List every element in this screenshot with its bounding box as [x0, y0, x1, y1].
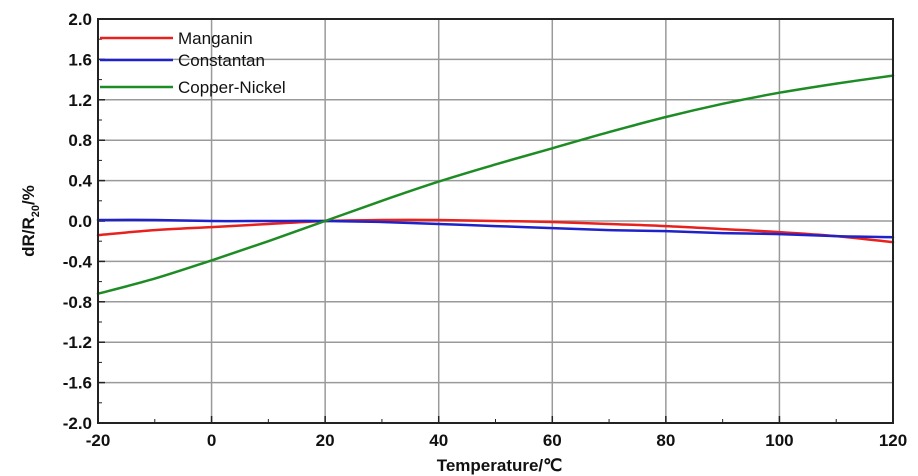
y-tick-labels: -2.0 -1.6 -1.2 -0.8 -0.4 0.0 0.4 0.8 1.2 1.6 2.0: [63, 10, 93, 433]
x-tick-labels: -20 0 20 40 60 80 100 120: [86, 431, 907, 450]
y-tick-label: -2.0: [63, 414, 92, 433]
y-tick-label: -1.6: [63, 374, 92, 393]
series-line-copper-nickel: [96, 74, 895, 295]
x-tick-label: 120: [879, 431, 907, 450]
plot-frame: [97, 18, 894, 424]
x-axis-label: Temperature/℃: [437, 456, 563, 475]
x-tick-label: 60: [543, 431, 562, 450]
x-tick-label: 0: [207, 431, 216, 450]
x-tick-label: 40: [429, 431, 448, 450]
y-axis-label: dR/R20/%: [19, 185, 42, 257]
series-line-constantan: [96, 218, 895, 239]
x-tick-label: 80: [656, 431, 675, 450]
y-tick-label: -0.4: [63, 252, 93, 271]
y-tick-label: 1.2: [68, 91, 92, 110]
series-lines: [96, 74, 895, 295]
x-tick-label: 20: [316, 431, 335, 450]
y-tick-label: 1.6: [68, 50, 92, 69]
legend: Manganin Constantan Copper-Nickel: [100, 29, 286, 97]
x-tick-label: 100: [765, 431, 793, 450]
y-tick-label: -1.2: [63, 333, 92, 352]
series-line-manganin: [96, 218, 895, 244]
y-tick-label: 2.0: [68, 10, 92, 29]
y-tick-label: 0.4: [68, 172, 92, 191]
legend-label: Copper-Nickel: [178, 78, 286, 97]
legend-label: Manganin: [178, 29, 253, 48]
y-tick-label: 0.0: [68, 212, 92, 231]
x-tick-label: -20: [86, 431, 111, 450]
y-tick-label: -0.8: [63, 293, 92, 312]
legend-label: Constantan: [178, 51, 265, 70]
y-tick-label: 0.8: [68, 131, 92, 150]
